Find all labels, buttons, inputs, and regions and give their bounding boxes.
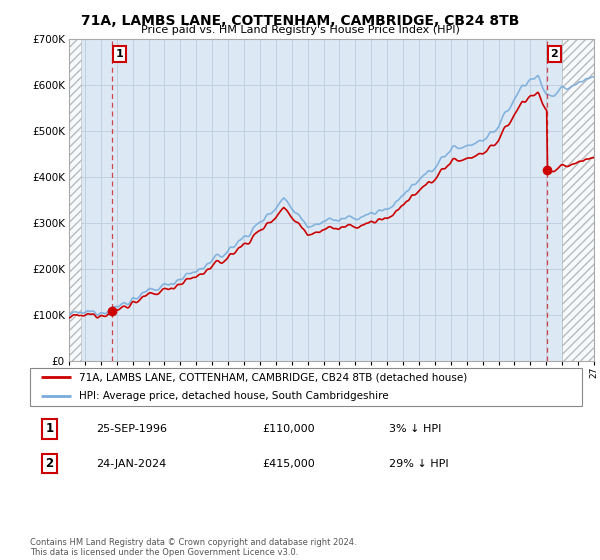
Text: 1: 1 <box>45 422 53 436</box>
Text: £415,000: £415,000 <box>262 459 314 469</box>
Text: 25-SEP-1996: 25-SEP-1996 <box>96 424 167 434</box>
Text: £110,000: £110,000 <box>262 424 314 434</box>
Text: 24-JAN-2024: 24-JAN-2024 <box>96 459 166 469</box>
FancyBboxPatch shape <box>30 368 582 406</box>
Text: 2: 2 <box>551 49 559 59</box>
Text: 71A, LAMBS LANE, COTTENHAM, CAMBRIDGE, CB24 8TB: 71A, LAMBS LANE, COTTENHAM, CAMBRIDGE, C… <box>81 14 519 28</box>
Text: HPI: Average price, detached house, South Cambridgeshire: HPI: Average price, detached house, Sout… <box>79 391 388 402</box>
Text: Price paid vs. HM Land Registry's House Price Index (HPI): Price paid vs. HM Land Registry's House … <box>140 25 460 35</box>
Text: 3% ↓ HPI: 3% ↓ HPI <box>389 424 441 434</box>
Text: 2: 2 <box>45 457 53 470</box>
Text: Contains HM Land Registry data © Crown copyright and database right 2024.
This d: Contains HM Land Registry data © Crown c… <box>30 538 356 557</box>
Text: 1: 1 <box>116 49 124 59</box>
Text: 29% ↓ HPI: 29% ↓ HPI <box>389 459 448 469</box>
Text: 71A, LAMBS LANE, COTTENHAM, CAMBRIDGE, CB24 8TB (detached house): 71A, LAMBS LANE, COTTENHAM, CAMBRIDGE, C… <box>79 372 467 382</box>
